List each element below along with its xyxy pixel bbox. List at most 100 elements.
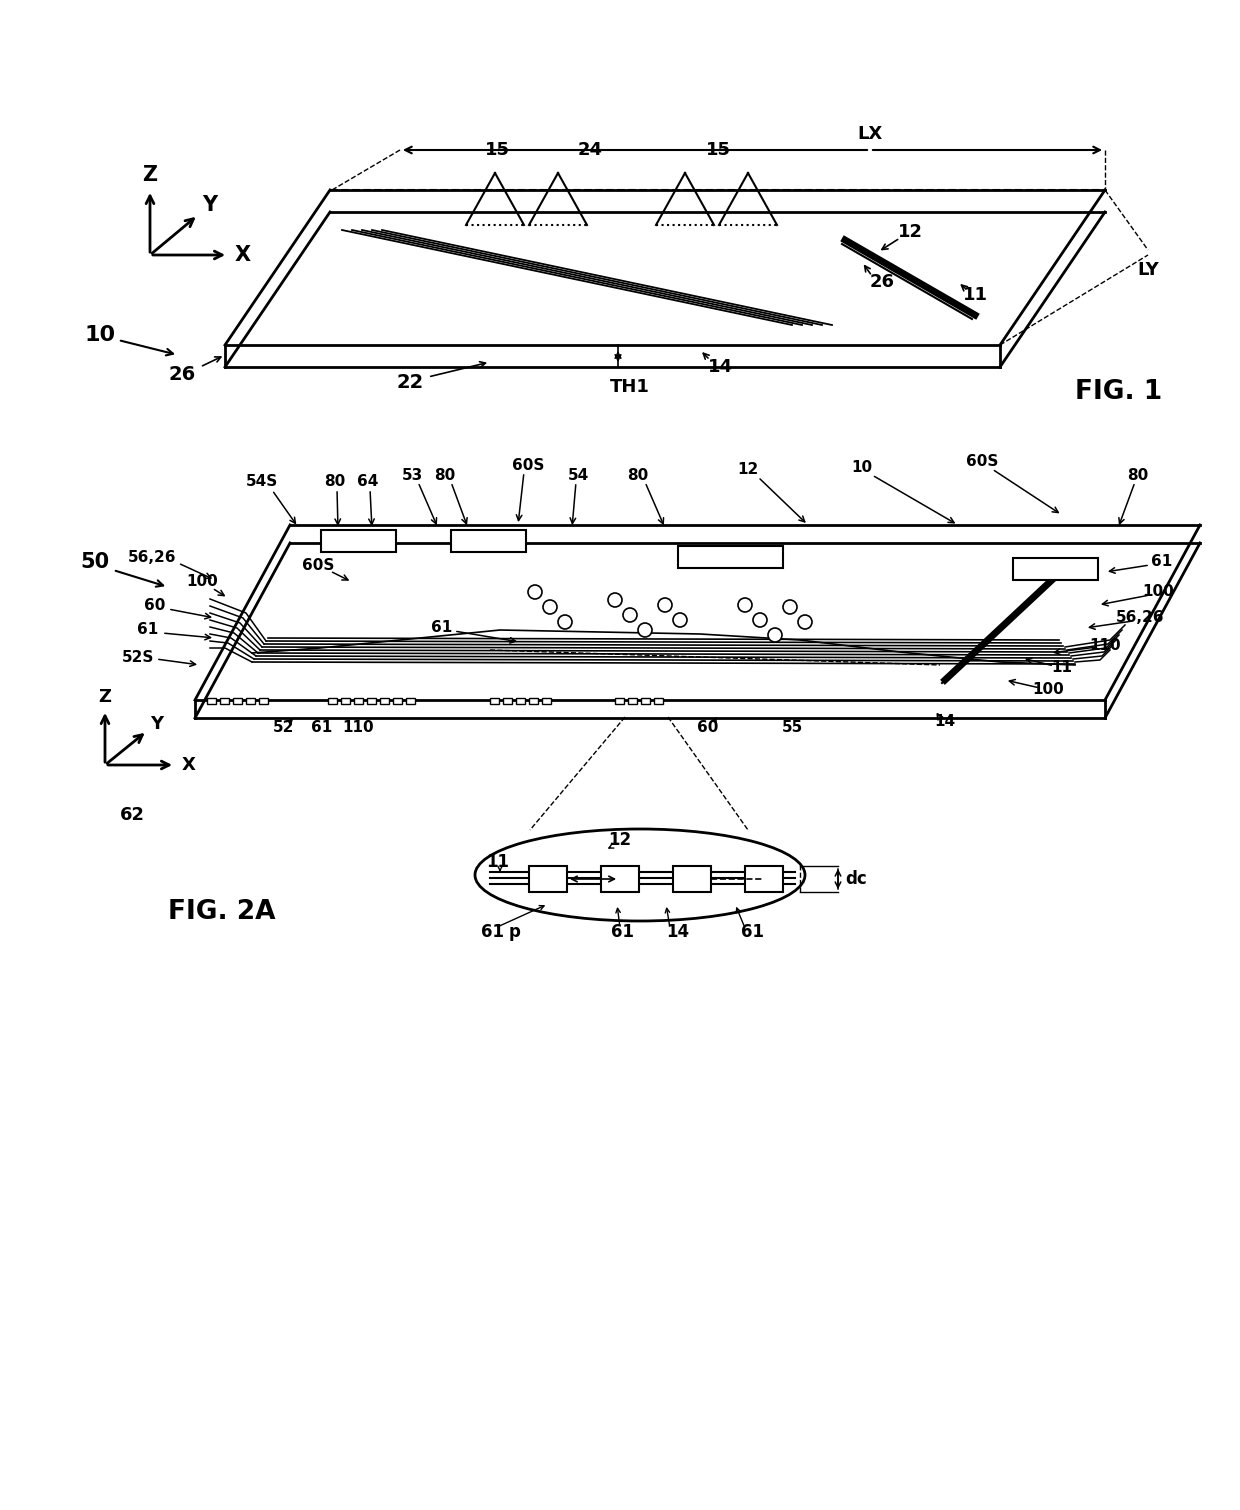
Text: 60: 60 bbox=[697, 720, 719, 735]
Text: 53: 53 bbox=[402, 468, 423, 483]
Bar bbox=[503, 698, 512, 704]
Circle shape bbox=[558, 615, 572, 630]
Bar bbox=[673, 867, 711, 892]
Circle shape bbox=[738, 598, 751, 612]
Bar bbox=[745, 867, 782, 892]
Text: 11: 11 bbox=[1052, 660, 1073, 675]
Bar bbox=[641, 698, 650, 704]
Bar bbox=[353, 698, 363, 704]
Text: 26: 26 bbox=[869, 273, 894, 291]
Text: 12: 12 bbox=[898, 223, 923, 242]
Circle shape bbox=[622, 609, 637, 622]
Circle shape bbox=[782, 599, 797, 615]
Circle shape bbox=[639, 624, 652, 637]
Text: 60S: 60S bbox=[512, 458, 544, 473]
Bar bbox=[529, 698, 538, 704]
Bar bbox=[490, 698, 498, 704]
Text: 60: 60 bbox=[144, 598, 166, 613]
Text: 22: 22 bbox=[397, 373, 424, 391]
Bar bbox=[367, 698, 376, 704]
Circle shape bbox=[528, 584, 542, 599]
Text: 11: 11 bbox=[962, 285, 987, 304]
Text: 12: 12 bbox=[609, 831, 631, 849]
Bar bbox=[259, 698, 268, 704]
Text: 80: 80 bbox=[627, 468, 649, 483]
Ellipse shape bbox=[475, 829, 805, 921]
Text: 80: 80 bbox=[434, 468, 455, 483]
Text: 56,26: 56,26 bbox=[128, 551, 176, 566]
Text: 56,26: 56,26 bbox=[1116, 610, 1164, 625]
Text: 12: 12 bbox=[738, 462, 759, 477]
Text: 62: 62 bbox=[119, 806, 145, 824]
Text: 61: 61 bbox=[610, 923, 634, 941]
Text: 100: 100 bbox=[1142, 584, 1174, 599]
Text: LY: LY bbox=[1137, 261, 1159, 279]
Circle shape bbox=[753, 613, 768, 627]
Text: 54: 54 bbox=[568, 468, 589, 483]
Bar bbox=[653, 698, 663, 704]
Circle shape bbox=[543, 599, 557, 615]
Bar bbox=[207, 698, 216, 704]
Text: 15: 15 bbox=[485, 140, 510, 159]
Bar bbox=[405, 698, 415, 704]
Text: Y: Y bbox=[150, 716, 164, 732]
Text: 61: 61 bbox=[481, 923, 503, 941]
Text: 61: 61 bbox=[740, 923, 764, 941]
Bar bbox=[321, 530, 396, 553]
Text: 61: 61 bbox=[138, 622, 159, 637]
Text: 61: 61 bbox=[432, 621, 453, 636]
Text: 26: 26 bbox=[169, 365, 196, 385]
Bar bbox=[246, 698, 255, 704]
Text: 54S: 54S bbox=[246, 474, 278, 489]
Text: 60S: 60S bbox=[966, 455, 998, 470]
Text: 10: 10 bbox=[84, 325, 115, 344]
Circle shape bbox=[608, 593, 622, 607]
Text: 100: 100 bbox=[186, 574, 218, 589]
Bar bbox=[529, 867, 567, 892]
Text: 61: 61 bbox=[311, 720, 332, 735]
Bar bbox=[601, 867, 639, 892]
Text: 50: 50 bbox=[81, 553, 109, 572]
Bar bbox=[627, 698, 637, 704]
Text: Z: Z bbox=[143, 165, 157, 186]
Text: 110: 110 bbox=[1089, 637, 1121, 652]
Text: 52: 52 bbox=[273, 720, 294, 735]
Text: TH1: TH1 bbox=[610, 378, 650, 396]
Text: Z: Z bbox=[98, 689, 112, 707]
Circle shape bbox=[673, 613, 687, 627]
Bar bbox=[341, 698, 350, 704]
Text: 52S: 52S bbox=[122, 651, 154, 666]
Text: 80: 80 bbox=[1127, 468, 1148, 483]
Text: 60S: 60S bbox=[301, 557, 335, 572]
Text: FIG. 1: FIG. 1 bbox=[1075, 379, 1162, 405]
Text: 14: 14 bbox=[708, 358, 733, 376]
Text: X: X bbox=[234, 245, 250, 264]
Text: 15: 15 bbox=[706, 140, 730, 159]
Text: 14: 14 bbox=[935, 714, 956, 729]
Text: 64: 64 bbox=[357, 474, 378, 489]
Text: 110: 110 bbox=[342, 720, 373, 735]
Text: 24: 24 bbox=[578, 140, 603, 159]
Bar bbox=[329, 698, 337, 704]
Text: 80: 80 bbox=[325, 474, 346, 489]
Bar bbox=[615, 698, 624, 704]
Bar bbox=[379, 698, 389, 704]
Text: LX: LX bbox=[857, 125, 883, 143]
Text: 61: 61 bbox=[1152, 554, 1173, 569]
Text: 11: 11 bbox=[486, 853, 510, 871]
Circle shape bbox=[768, 628, 782, 642]
Bar bbox=[1013, 559, 1097, 580]
Circle shape bbox=[658, 598, 672, 612]
Bar bbox=[233, 698, 242, 704]
Bar bbox=[451, 530, 526, 553]
Text: X: X bbox=[182, 757, 196, 775]
Text: 100: 100 bbox=[1032, 683, 1064, 698]
Bar bbox=[678, 547, 782, 568]
Bar bbox=[542, 698, 551, 704]
Circle shape bbox=[799, 615, 812, 630]
Text: dc: dc bbox=[846, 870, 867, 888]
Bar bbox=[219, 698, 229, 704]
Text: Y: Y bbox=[202, 195, 217, 214]
Text: p: p bbox=[510, 923, 521, 941]
Text: 10: 10 bbox=[852, 461, 873, 476]
